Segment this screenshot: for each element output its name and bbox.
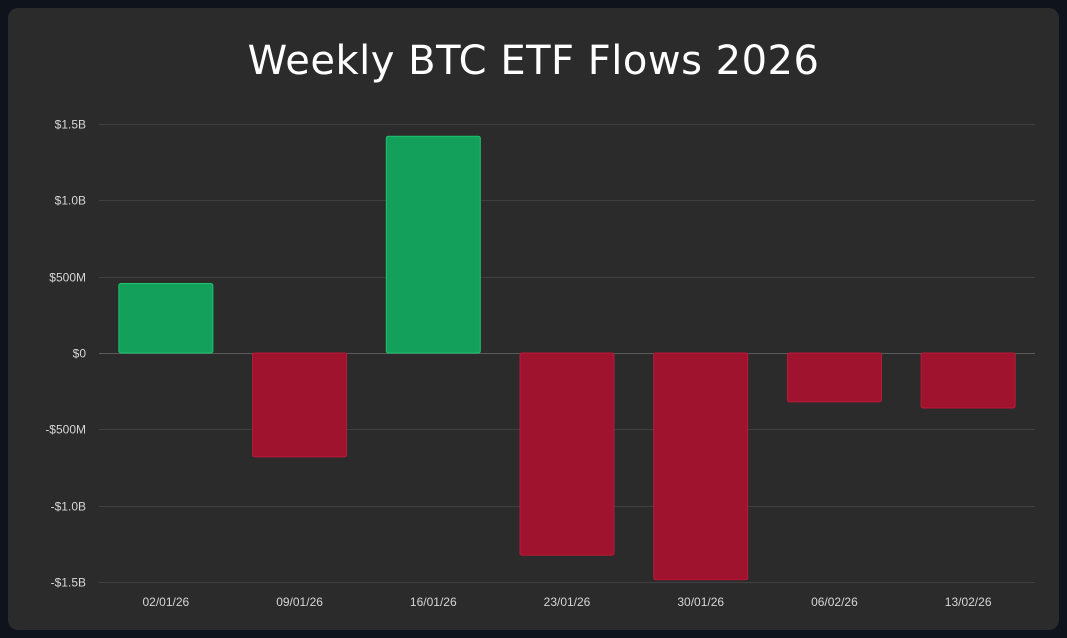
bars [118,135,1016,581]
bar-16-01-26[interactable] [385,135,481,354]
x-tick-label: 13/02/26 [945,595,992,609]
x-tick-label: 02/01/26 [142,595,189,609]
y-tick-label: -$1.0B [51,500,86,514]
y-tick-label: -$1.5B [51,576,86,590]
y-axis-ticks: $1.5B $1.0B $500M $0 -$500M -$1.0B -$1.5B [45,118,86,590]
x-tick-label: 06/02/26 [811,595,858,609]
y-tick-label: $0 [73,347,87,361]
y-tick-label: $1.0B [55,194,86,208]
bar-23-01-26[interactable] [519,352,615,556]
y-tick-label: $1.5B [55,118,86,132]
bar-02-01-26[interactable] [118,283,214,354]
x-tick-label: 30/01/26 [677,595,724,609]
x-tick-label: 16/01/26 [410,595,457,609]
bar-09-01-26[interactable] [252,352,348,458]
x-axis-ticks: 02/01/26 09/01/26 16/01/26 23/01/26 30/01/26… [142,595,991,609]
chart-title: Weekly BTC ETF Flows 2026 [247,38,820,84]
y-tick-label: $500M [49,271,86,285]
bar-30-01-26[interactable] [653,352,749,581]
x-tick-label: 23/01/26 [544,595,591,609]
bar-06-02-26[interactable] [786,352,882,403]
y-tick-label: -$500M [45,423,86,437]
bar-13-02-26[interactable] [920,352,1016,409]
x-tick-label: 09/01/26 [276,595,323,609]
